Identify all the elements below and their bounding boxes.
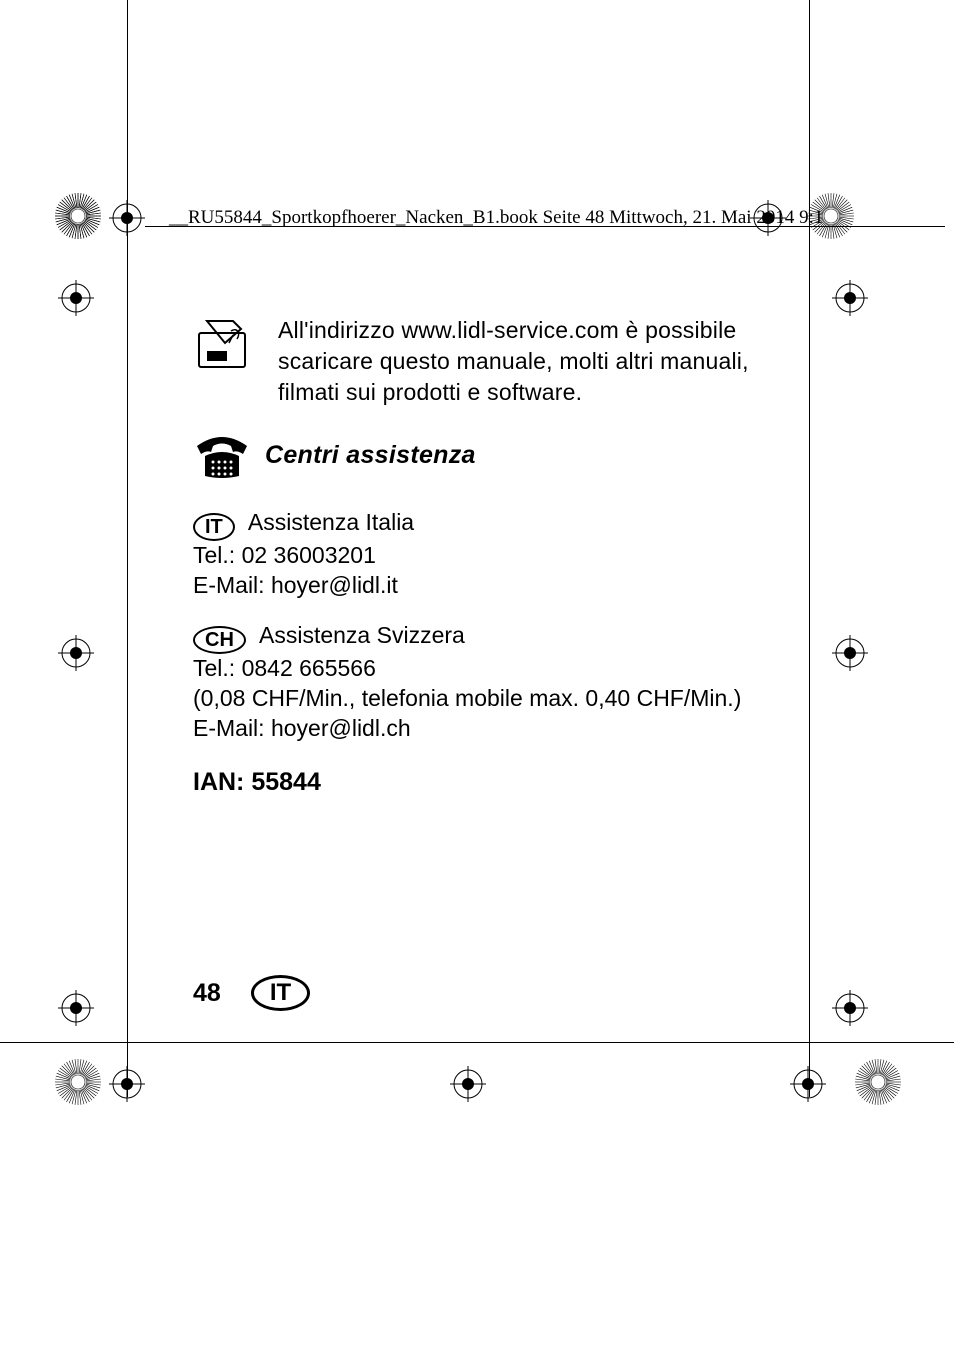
online-service-text: All'indirizzo www.lidl-service.com è pos…	[278, 315, 753, 408]
switzerland-tel: Tel.: 0842 665566	[193, 654, 753, 684]
registration-mark-icon	[54, 1058, 102, 1106]
crosshair-icon	[109, 1066, 145, 1102]
crosshair-icon	[832, 635, 868, 671]
page-number: 48	[193, 979, 221, 1008]
italy-badge: IT	[193, 513, 235, 541]
crosshair-icon	[58, 280, 94, 316]
switzerland-name: Assistenza Svizzera	[254, 622, 465, 648]
crop-line	[809, 0, 810, 1097]
crosshair-icon	[450, 1066, 486, 1102]
language-badge: IT	[251, 975, 310, 1011]
italy-service-block: IT Assistenza Italia Tel.: 02 36003201 E…	[193, 508, 753, 601]
registration-mark-icon	[54, 192, 102, 240]
crop-line	[127, 0, 128, 1097]
crosshair-icon	[832, 280, 868, 316]
crosshair-icon	[832, 990, 868, 1026]
header-filename: __RU55844_Sportkopfhoerer_Nacken_B1.book…	[169, 207, 823, 229]
switzerland-email: E-Mail: hoyer@lidl.ch	[193, 714, 753, 744]
service-centers-title: Centri assistenza	[265, 441, 476, 470]
pdf-online-icon	[193, 315, 251, 373]
crosshair-icon	[790, 1066, 826, 1102]
italy-tel: Tel.: 02 36003201	[193, 541, 753, 571]
phone-icon	[193, 426, 251, 484]
ian-number: IAN: 55844	[193, 768, 753, 797]
crop-line	[0, 1042, 954, 1043]
crosshair-icon	[109, 200, 145, 236]
italy-email: E-Mail: hoyer@lidl.it	[193, 571, 753, 601]
registration-mark-icon	[854, 1058, 902, 1106]
crosshair-icon	[58, 635, 94, 671]
italy-name: Assistenza Italia	[243, 509, 414, 535]
crosshair-icon	[58, 990, 94, 1026]
switzerland-service-block: CH Assistenza Svizzera Tel.: 0842 665566…	[193, 621, 753, 744]
crosshair-icon	[750, 200, 786, 236]
switzerland-badge: CH	[193, 626, 246, 654]
registration-mark-icon	[807, 192, 855, 240]
switzerland-cost: (0,08 CHF/Min., telefonia mobile max. 0,…	[193, 684, 753, 714]
